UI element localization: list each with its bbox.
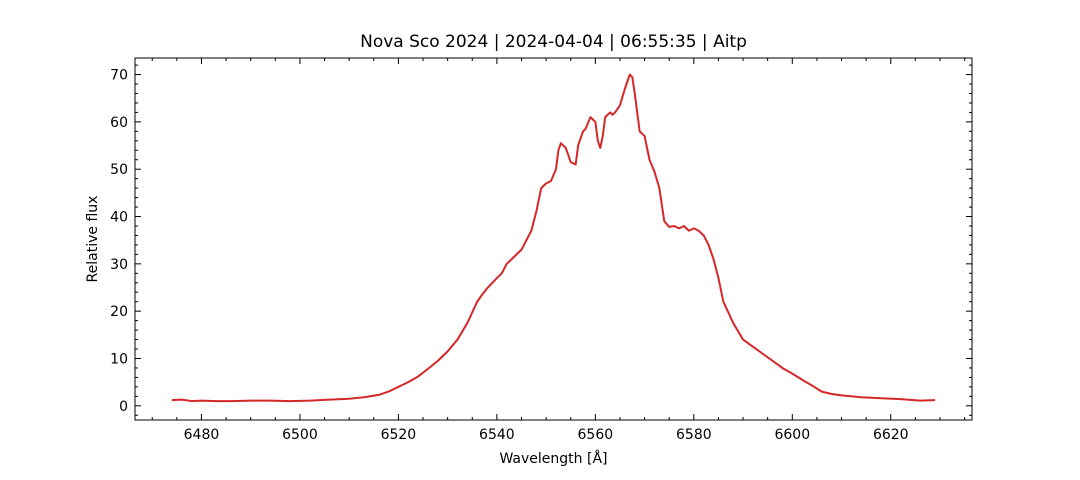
- plot-frame: [134, 57, 973, 421]
- x-tick-label: 6500: [282, 427, 318, 443]
- y-tick-label: 0: [119, 399, 128, 415]
- y-tick-labels: 0 10 20 30 40 50 60 70: [110, 68, 128, 415]
- y-tick-label: 50: [110, 162, 128, 178]
- x-tick-label: 6520: [381, 427, 417, 443]
- axis-ticks: [135, 58, 972, 420]
- y-tick-label: 70: [110, 68, 128, 84]
- x-tick-label: 6600: [774, 427, 810, 443]
- flux-series-line: [171, 73, 936, 403]
- x-tick-label: 6480: [184, 427, 220, 443]
- y-tick-label: 40: [110, 210, 128, 226]
- y-axis-label: Relative flux: [85, 196, 101, 283]
- y-tick-label: 10: [110, 351, 128, 367]
- x-tick-label: 6540: [479, 427, 515, 443]
- x-tick-label: 6560: [578, 427, 614, 443]
- y-tick-label: 20: [110, 304, 128, 320]
- y-tick-label: 60: [110, 115, 128, 131]
- x-tick-labels: 6480 6500 6520 6540 6560 6580 6600 6620: [184, 427, 909, 443]
- x-tick-label: 6580: [676, 427, 712, 443]
- x-tick-label: 6620: [873, 427, 909, 443]
- chart-title: Nova Sco 2024 | 2024-04-04 | 06:55:35 | …: [360, 32, 747, 52]
- y-tick-label: 30: [110, 257, 128, 273]
- x-axis-label: Wavelength [Å]: [499, 450, 607, 467]
